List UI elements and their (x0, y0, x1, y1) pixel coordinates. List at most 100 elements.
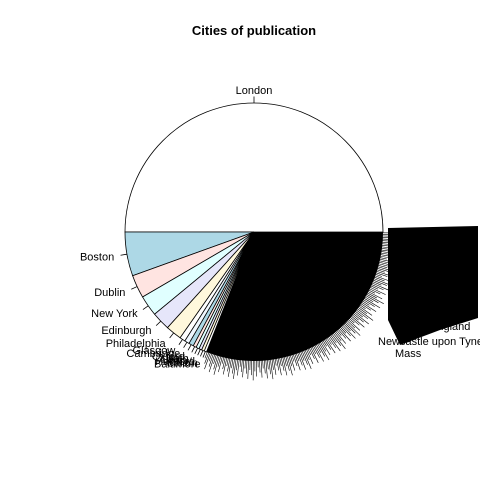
leader-ray (340, 323, 356, 339)
leader-ray (305, 347, 314, 365)
leader-ray (272, 356, 277, 375)
leader-line-new-york (142, 305, 149, 310)
leader-ray (372, 276, 385, 282)
slice-label-london: London (236, 85, 273, 97)
leader-ray (240, 357, 243, 373)
leader-ray (218, 354, 224, 373)
leader-ray (302, 348, 312, 369)
leader-ray (357, 304, 373, 316)
leader-ray (338, 325, 347, 334)
leader-ray (344, 320, 361, 336)
leader-ray (208, 351, 213, 362)
leader-ray (286, 354, 293, 376)
leader-ray (353, 309, 363, 318)
chart-title: Cities of publication (192, 23, 316, 38)
pie-slices (124, 102, 384, 353)
leader-ray (271, 357, 274, 370)
leader-line-albany (194, 347, 198, 354)
leader-ray (371, 279, 387, 286)
leader-ray (226, 355, 230, 367)
leader-ray (222, 355, 227, 370)
slice-label-glasgow: Glasgow (133, 345, 176, 357)
leader-ray (322, 337, 332, 350)
leader-ray (268, 357, 271, 375)
leader-ray (295, 351, 300, 362)
slice-label-dublin: Dublin (94, 287, 125, 299)
leader-ray (298, 350, 307, 370)
slice-label-bath: Bath (166, 353, 189, 365)
leader-ray (312, 343, 320, 358)
leader-ray (325, 335, 332, 345)
leader-ray (227, 356, 231, 372)
slice-label-edinburgh: Edinburgh (101, 325, 151, 337)
leader-ray (233, 357, 237, 379)
leader-ray (350, 313, 359, 321)
leader-ray (245, 358, 248, 374)
leader-ray (335, 328, 342, 336)
leader-ray (227, 356, 233, 377)
leader-ray (345, 318, 356, 329)
leader-ray (342, 322, 351, 331)
leader-ray (361, 298, 375, 307)
leader-ray (277, 356, 282, 376)
slice-label-boston: Boston (80, 251, 114, 263)
leader-ray (235, 357, 239, 371)
leader-ray (369, 283, 384, 291)
leader-line-cambridge (183, 341, 188, 348)
slice-baltimore (203, 231, 255, 353)
leader-ray (358, 302, 371, 311)
leader-ray (360, 299, 370, 306)
leader-ray (365, 291, 377, 299)
leader-ray (368, 286, 386, 295)
leader-ray (232, 356, 236, 374)
dense-wedge (206, 232, 383, 361)
leader-ray (330, 332, 342, 347)
leader-ray (318, 340, 327, 352)
leader-ray (365, 290, 383, 300)
leader-ray (348, 315, 360, 326)
slice-label-hartford: Hartford (155, 356, 195, 368)
leader-ray (347, 316, 355, 324)
leader-ray (352, 310, 369, 325)
leader-ray (357, 303, 366, 310)
leader-ray (376, 264, 388, 269)
slice-label-oxford: Oxford (152, 351, 185, 363)
slice-label-new-york: New York (91, 308, 138, 320)
leader-ray (292, 352, 298, 366)
slice-london (124, 102, 384, 233)
leader-ray (280, 355, 285, 371)
leader-ray (378, 252, 389, 255)
leader-ray (332, 330, 342, 341)
slice-label-baltimore: Baltimore (154, 358, 200, 370)
leader-ray (290, 352, 295, 362)
leader-ray (208, 351, 215, 367)
leader-ray (299, 349, 305, 361)
leader-ray (377, 256, 387, 260)
leader-ray (242, 358, 245, 378)
leader-ray (283, 354, 287, 367)
leader-line-glasgow (178, 339, 183, 345)
leader-ray (296, 350, 303, 366)
leader-ray (231, 356, 234, 369)
leader-ray (313, 343, 324, 362)
leader-ray (374, 268, 385, 273)
leader-ray (208, 352, 216, 373)
leader-ray (373, 273, 383, 277)
tail-label-mass: Mass (395, 348, 422, 360)
leader-ray (269, 357, 274, 380)
leader-ray (266, 357, 269, 370)
leader-ray (204, 350, 210, 364)
leader-ray (278, 355, 282, 367)
leader-ray (213, 353, 221, 375)
leader-ray (314, 342, 322, 353)
leader-ray (327, 334, 341, 352)
leader-ray (217, 354, 222, 367)
leader-ray (303, 347, 310, 360)
leader-ray (289, 353, 296, 371)
leader-ray (306, 346, 312, 356)
leader-line-philadelphia (169, 332, 174, 339)
slice-labels: London Boston Dublin New York EdinburghPhila… (80, 85, 272, 370)
leader-ray (366, 288, 375, 294)
leader-ray (263, 357, 266, 374)
